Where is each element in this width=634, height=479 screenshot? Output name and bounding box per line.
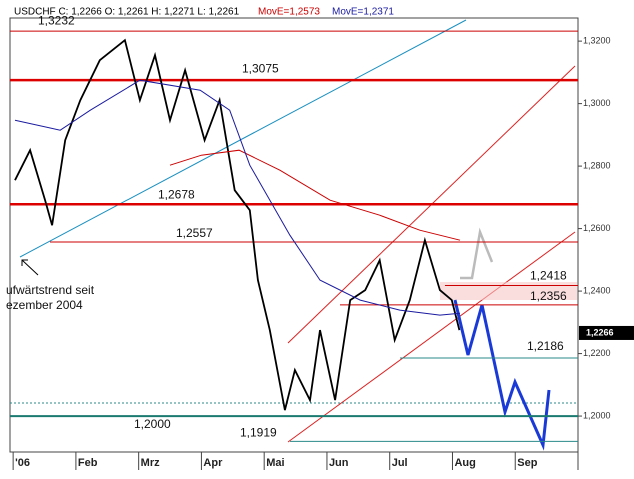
- x-tick-label: Feb: [78, 457, 98, 469]
- annotation: ufwärtstrend seit: [6, 283, 95, 297]
- annotation-arrow: [21, 259, 39, 276]
- x-tick-label: Aug: [454, 457, 475, 469]
- level-label: 1,2678: [158, 187, 195, 201]
- level-label: 1,3232: [38, 13, 75, 27]
- last-price-label: 1,2266: [586, 327, 614, 337]
- x-tick-label: Jul: [392, 457, 408, 469]
- channel-lower: [287, 231, 576, 443]
- resistance-zone: [440, 282, 577, 300]
- last-price-box: [579, 325, 634, 340]
- series-line: [169, 149, 461, 241]
- projection: [453, 299, 551, 451]
- series-line: [14, 79, 461, 316]
- level-label: 1,2186: [527, 339, 564, 353]
- trend-line: [19, 19, 467, 258]
- level-label: 1,2000: [134, 417, 171, 431]
- x-tick-label: Sep: [517, 457, 537, 469]
- level-label: 1,2557: [176, 226, 213, 240]
- level-label: 1,2418: [530, 269, 567, 283]
- legend-entry: MovE=1,2371: [332, 7, 394, 18]
- alt-projection: [460, 227, 494, 280]
- x-tick-label: Mai: [266, 457, 284, 469]
- level-label: 1,2356: [530, 289, 567, 303]
- x-tick-label: Mrz: [141, 457, 160, 469]
- legend-entry: MovE=1,2573: [258, 7, 320, 18]
- annotation: ezember 2004: [6, 298, 83, 312]
- y-tick-label: 1,2800: [583, 160, 611, 170]
- series-line: [14, 38, 461, 411]
- legend-entry: USDCHF C: 1,2266 O: 1,2261 H: 1,2271 L: …: [14, 7, 240, 18]
- y-tick-label: 1,2600: [583, 223, 611, 233]
- x-tick-label: Apr: [203, 457, 223, 469]
- y-tick-label: 1,2400: [583, 285, 611, 295]
- level-label: 1,3075: [242, 61, 279, 75]
- y-tick-label: 1,2200: [583, 348, 611, 358]
- y-tick-label: 1,2000: [583, 410, 611, 420]
- annotation-arrowhead: [21, 259, 28, 266]
- x-tick-label: Jun: [329, 457, 349, 469]
- x-tick-label: '06: [15, 457, 30, 469]
- y-tick-label: 1,3000: [583, 98, 611, 108]
- level-label: 1,1919: [240, 426, 277, 440]
- y-tick-label: 1,3200: [583, 35, 611, 45]
